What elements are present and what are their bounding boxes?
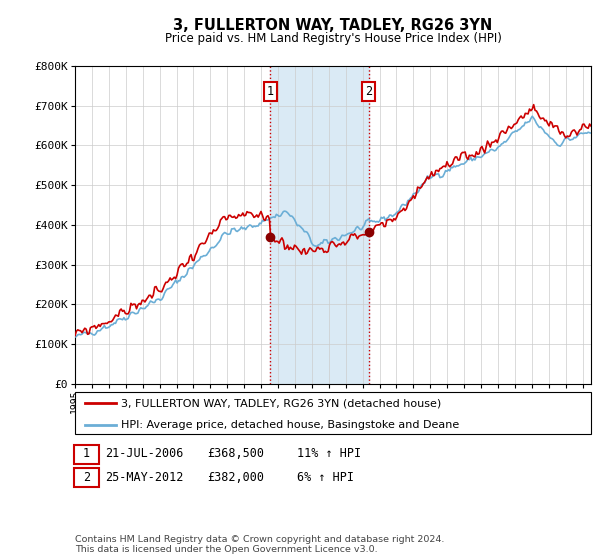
Text: £368,500: £368,500 bbox=[207, 447, 264, 460]
Text: £382,000: £382,000 bbox=[207, 470, 264, 484]
Text: 6% ↑ HPI: 6% ↑ HPI bbox=[297, 470, 354, 484]
Text: 2: 2 bbox=[83, 470, 90, 484]
Text: HPI: Average price, detached house, Basingstoke and Deane: HPI: Average price, detached house, Basi… bbox=[121, 420, 460, 430]
Bar bbox=[271, 66, 369, 384]
Text: 25-MAY-2012: 25-MAY-2012 bbox=[105, 470, 184, 484]
Text: 3, FULLERTON WAY, TADLEY, RG26 3YN: 3, FULLERTON WAY, TADLEY, RG26 3YN bbox=[173, 18, 493, 32]
Text: 2: 2 bbox=[365, 85, 373, 99]
Text: 1: 1 bbox=[83, 447, 90, 460]
Text: Price paid vs. HM Land Registry's House Price Index (HPI): Price paid vs. HM Land Registry's House … bbox=[164, 31, 502, 45]
Text: 1: 1 bbox=[267, 85, 274, 99]
Text: 11% ↑ HPI: 11% ↑ HPI bbox=[297, 447, 361, 460]
Text: 3, FULLERTON WAY, TADLEY, RG26 3YN (detached house): 3, FULLERTON WAY, TADLEY, RG26 3YN (deta… bbox=[121, 398, 442, 408]
FancyBboxPatch shape bbox=[75, 392, 591, 434]
Text: Contains HM Land Registry data © Crown copyright and database right 2024.
This d: Contains HM Land Registry data © Crown c… bbox=[75, 535, 445, 554]
Text: 21-JUL-2006: 21-JUL-2006 bbox=[105, 447, 184, 460]
